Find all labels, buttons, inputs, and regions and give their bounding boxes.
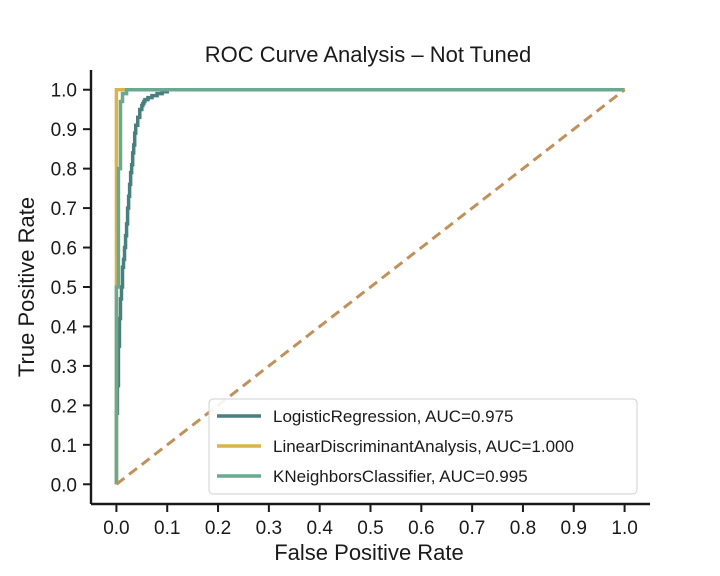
- y-tick-label: 0.1: [51, 436, 77, 457]
- x-tick-label: 0.1: [154, 518, 180, 539]
- x-tick-label: 0.2: [205, 518, 231, 539]
- y-tick-label: 0.4: [51, 317, 78, 338]
- x-axis-label: False Positive Rate: [274, 540, 464, 565]
- legend-label-2: LinearDiscriminantAnalysis, AUC=1.000: [273, 437, 574, 456]
- y-tick-label: 0.7: [51, 199, 77, 220]
- x-tick-label: 0.0: [103, 518, 129, 539]
- x-tick-label: 0.6: [408, 518, 434, 539]
- chart-title: ROC Curve Analysis – Not Tuned: [205, 42, 531, 67]
- plot-area: [114, 87, 626, 486]
- tick-marks: 0.0 0.1 0.2 0.3 0.4 0.5 0.6 0.7 0.8 0.9 1.0 0.0 0.1 0…: [51, 81, 638, 539]
- x-tick-label: 0.8: [510, 518, 536, 539]
- x-tick-label: 0.5: [357, 518, 383, 539]
- x-tick-label: 0.3: [256, 518, 282, 539]
- y-tick-label: 0.6: [51, 239, 77, 260]
- y-tick-label: 0.8: [51, 160, 77, 181]
- x-tick-label: 0.7: [459, 518, 485, 539]
- series-line-3: [114, 87, 625, 485]
- y-tick-label: 0.2: [51, 396, 77, 417]
- legend-label-1: LogisticRegression, AUC=0.975: [273, 407, 514, 426]
- y-tick-label: 1.0: [51, 81, 77, 102]
- x-tick-label: 0.4: [306, 518, 333, 539]
- x-tick-label: 0.9: [561, 518, 587, 539]
- y-axis-label: True Positive Rate: [14, 197, 39, 377]
- series-line-1: [114, 87, 625, 485]
- x-tick-label: 1.0: [611, 518, 637, 539]
- y-tick-label: 0.3: [51, 357, 77, 378]
- y-tick-label: 0.5: [51, 278, 77, 299]
- y-tick-label: 0.9: [51, 120, 77, 141]
- legend-label-3: KNeighborsClassifier, AUC=0.995: [273, 467, 528, 486]
- reference-diagonal-line: [115, 88, 626, 486]
- y-tick-label: 0.0: [51, 475, 77, 496]
- legend: LogisticRegression, AUC=0.975 LinearDiscr…: [208, 398, 638, 495]
- legend-box: [208, 398, 638, 495]
